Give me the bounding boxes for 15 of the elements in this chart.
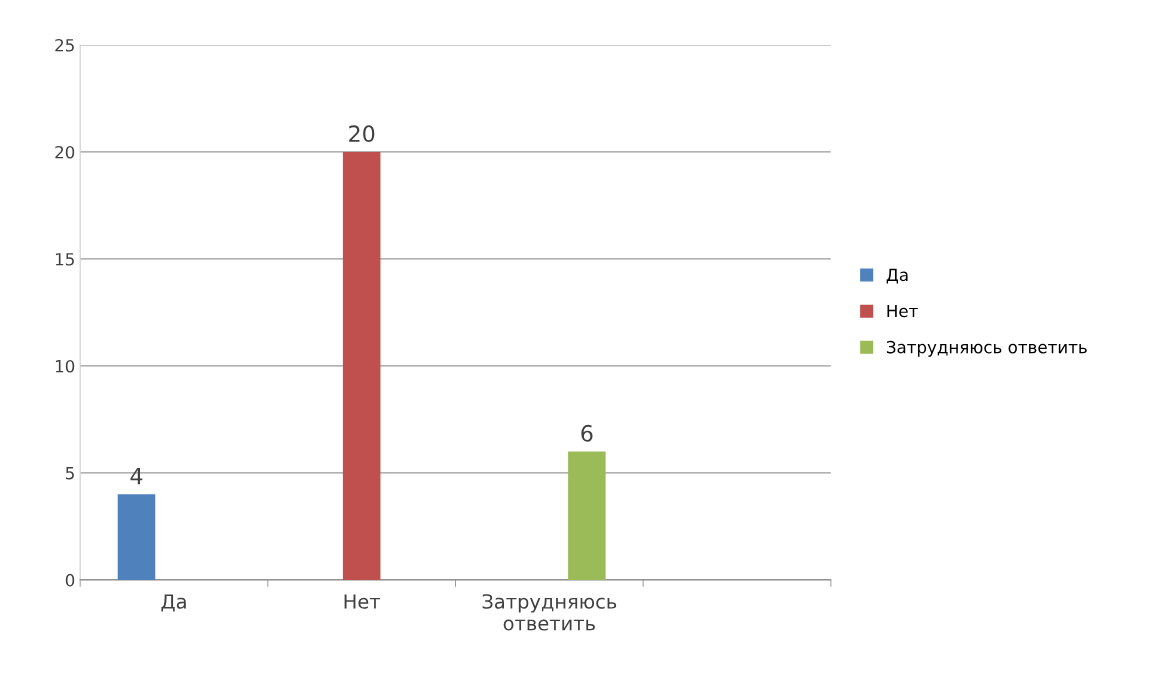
y-tick-label: 5 [66,467,74,480]
y-tick-label: 15 [55,253,74,266]
y-tick-label: 25 [55,38,74,52]
data-label: 4 [130,467,143,485]
legend-label: Нет [887,304,918,318]
y-tick-label: 0 [65,573,75,587]
x-tick-label: Затрудняюсь ответить [482,594,617,631]
legend-label: Да [886,268,908,284]
y-tick-label: 20 [55,145,75,159]
data-label: 6 [581,424,593,442]
y-tick-label: 10 [55,359,75,373]
x-tick-label: Нет [344,594,381,609]
legend-label: Затрудняюсь ответить [886,340,1087,357]
x-tick-label: Да [161,594,186,612]
data-label: 20 [349,125,375,143]
